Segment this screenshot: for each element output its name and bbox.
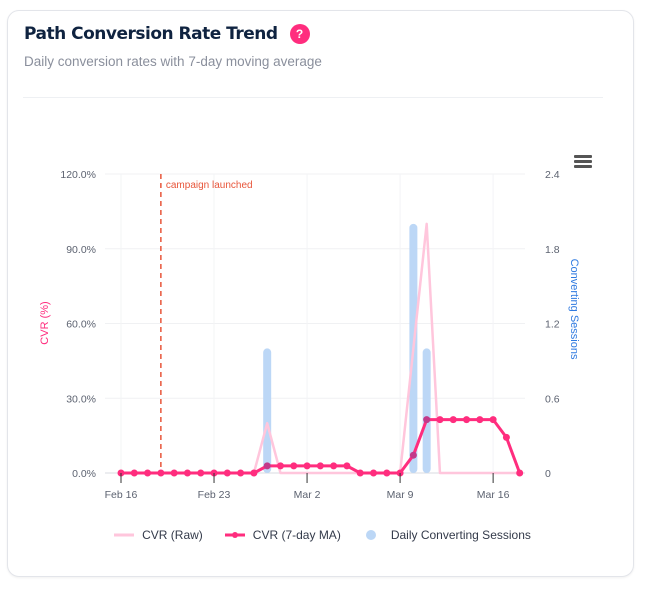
cvr-ma-point bbox=[197, 469, 205, 477]
y-left-tick-label: 120.0% bbox=[60, 169, 96, 181]
chart-subtitle: Daily conversion rates with 7-day moving… bbox=[24, 54, 322, 69]
cvr-ma-line bbox=[117, 416, 524, 477]
cvr-ma-point bbox=[356, 469, 364, 477]
help-icon[interactable]: ? bbox=[289, 24, 310, 44]
cvr-ma-point bbox=[463, 416, 471, 424]
y-right-tick-label: 1.8 bbox=[545, 244, 560, 256]
cvr-ma-point bbox=[409, 451, 417, 459]
legend-ma-swatch bbox=[224, 532, 245, 538]
x-tick-label: Feb 16 bbox=[105, 489, 138, 501]
chart-card bbox=[7, 10, 634, 577]
sessions-bar bbox=[263, 348, 272, 473]
y-left-tick-label: 60.0% bbox=[66, 319, 96, 331]
cvr-raw-path bbox=[121, 222, 520, 475]
legend-raw-swatch bbox=[114, 533, 135, 537]
x-tick-label: Mar 16 bbox=[477, 489, 510, 501]
grid-lines bbox=[105, 173, 525, 474]
title-row: Path Conversion Rate Trend ? bbox=[24, 24, 310, 44]
legend-item-ma[interactable]: CVR (7-day MA) bbox=[224, 528, 341, 542]
cvr-ma-point bbox=[303, 462, 311, 470]
cvr-ma-point bbox=[170, 469, 178, 477]
cvr-ma-point bbox=[502, 433, 510, 441]
annotation-label: campaign launched bbox=[166, 180, 253, 191]
header-divider bbox=[23, 97, 603, 98]
cvr-ma-point bbox=[516, 469, 524, 477]
cvr-ma-point bbox=[423, 416, 431, 424]
cvr-ma-point bbox=[436, 416, 444, 424]
cvr-ma-point bbox=[183, 469, 191, 477]
legend-sessions-swatch bbox=[365, 530, 376, 540]
x-tick-label: Mar 9 bbox=[387, 489, 414, 501]
y-left-tick-label: 90.0% bbox=[66, 244, 96, 256]
cvr-ma-point bbox=[144, 469, 152, 477]
legend: CVR (Raw) CVR (7-day MA) Daily Convertin… bbox=[0, 528, 645, 542]
chart-menu-icon[interactable] bbox=[574, 155, 592, 171]
y-right-tick-label: 0 bbox=[545, 468, 551, 480]
cvr-ma-point bbox=[370, 469, 378, 477]
cvr-ma-point bbox=[223, 469, 231, 477]
y-axis-right-title: Converting Sessions bbox=[568, 259, 580, 360]
cvr-ma-point bbox=[316, 462, 324, 470]
y-axis-left-title: CVR (%) bbox=[39, 301, 51, 344]
y-left-tick-label: 30.0% bbox=[66, 393, 96, 405]
cvr-ma-point bbox=[449, 416, 457, 424]
cvr-ma-point bbox=[237, 469, 245, 477]
cvr-ma-point bbox=[290, 462, 298, 470]
cvr-ma-point bbox=[383, 469, 391, 477]
y-left-tick-label: 0.0% bbox=[72, 468, 96, 480]
cvr-ma-point bbox=[343, 462, 351, 470]
cvr-ma-point bbox=[276, 462, 284, 470]
cvr-ma-point bbox=[489, 416, 497, 424]
y-right-tick-label: 1.2 bbox=[545, 319, 560, 331]
sessions-bar bbox=[422, 348, 431, 473]
cvr-ma-point bbox=[130, 469, 138, 477]
cvr-ma-point bbox=[330, 462, 338, 470]
cvr-ma-point bbox=[263, 462, 271, 470]
y-right-tick-label: 0.6 bbox=[545, 393, 560, 405]
axes: 0.0% 30.0% 60.0% 90.0% 120.0% 0 0.6 1.2 1.8 2.4 Fe… bbox=[60, 169, 559, 501]
cvr-raw-line bbox=[121, 222, 520, 475]
legend-label: CVR (Raw) bbox=[142, 528, 203, 542]
legend-item-raw[interactable]: CVR (Raw) bbox=[114, 528, 203, 542]
cvr-ma-point bbox=[476, 416, 484, 424]
x-tick-label: Mar 2 bbox=[294, 489, 321, 501]
legend-label: CVR (7-day MA) bbox=[252, 528, 341, 542]
chart-title: Path Conversion Rate Trend bbox=[24, 24, 278, 44]
legend-item-sessions[interactable]: Daily Converting Sessions bbox=[363, 528, 531, 542]
x-tick-label: Feb 23 bbox=[198, 489, 231, 501]
y-right-tick-label: 2.4 bbox=[545, 169, 560, 181]
legend-label: Daily Converting Sessions bbox=[390, 528, 531, 542]
cvr-ma-point bbox=[157, 469, 165, 477]
cvr-ma-point bbox=[250, 469, 258, 477]
sessions-bars bbox=[263, 223, 431, 473]
